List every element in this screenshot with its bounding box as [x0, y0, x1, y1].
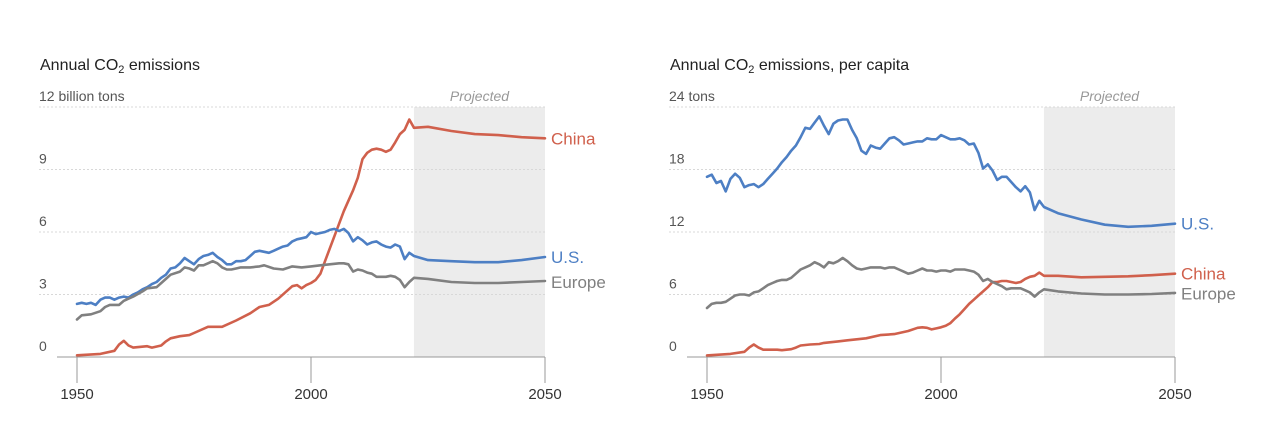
x-tick-label: 1950	[60, 386, 93, 403]
y-tick-label: 6	[39, 213, 47, 229]
y-tick-label: 3	[39, 276, 47, 292]
x-tick-label: 1950	[690, 386, 723, 403]
series-label-us: U.S.	[1181, 215, 1214, 234]
series-line-china	[705, 271, 1177, 357]
y-tick-label: 0	[39, 338, 47, 354]
y-tick-label: 24 tons	[669, 88, 715, 104]
y-tick-label: 0	[669, 338, 677, 354]
series-label-china: China	[551, 129, 596, 148]
chart-title: Annual CO2 emissions, per capita	[670, 57, 910, 76]
y-tick-label: 12	[669, 213, 685, 229]
chart-per-capita-emissions: Projected 0 6 12 18 24 tons 1950 2000 2050 U.S. Ch…	[669, 88, 1236, 403]
series-label-us: U.S.	[551, 248, 584, 267]
chart-title: Annual CO2 emissions	[40, 57, 200, 76]
chart-panel-total: Annual CO2 emissions Projected 0 3 6 9 12 bil…	[0, 0, 620, 445]
series-label-europe: Europe	[1181, 284, 1236, 303]
y-tick-label: 9	[39, 151, 47, 167]
y-tick-label: 12 billion tons	[39, 88, 125, 104]
y-tick-label: 6	[669, 276, 677, 292]
chart-total-emissions: Projected 0 3 6 9 12 billion tons 1950 2000 2050…	[39, 88, 606, 403]
x-tick-label: 2000	[924, 386, 957, 403]
x-tick-label: 2050	[1158, 386, 1191, 403]
projected-label: Projected	[450, 88, 510, 104]
series-label-europe: Europe	[551, 273, 606, 292]
series-line-europe	[75, 259, 547, 321]
x-tick-label: 2050	[528, 386, 561, 403]
series-line-us	[75, 227, 547, 307]
x-tick-label: 2000	[294, 386, 327, 403]
projected-label: Projected	[1080, 88, 1140, 104]
series-line-us	[705, 115, 1177, 229]
series-line-europe	[705, 256, 1177, 310]
y-tick-label: 18	[669, 151, 685, 167]
series-label-china: China	[1181, 265, 1226, 284]
series-line-china	[75, 118, 547, 357]
chart-panel-per-capita: Annual CO2 emissions, per capita Project…	[630, 0, 1250, 445]
